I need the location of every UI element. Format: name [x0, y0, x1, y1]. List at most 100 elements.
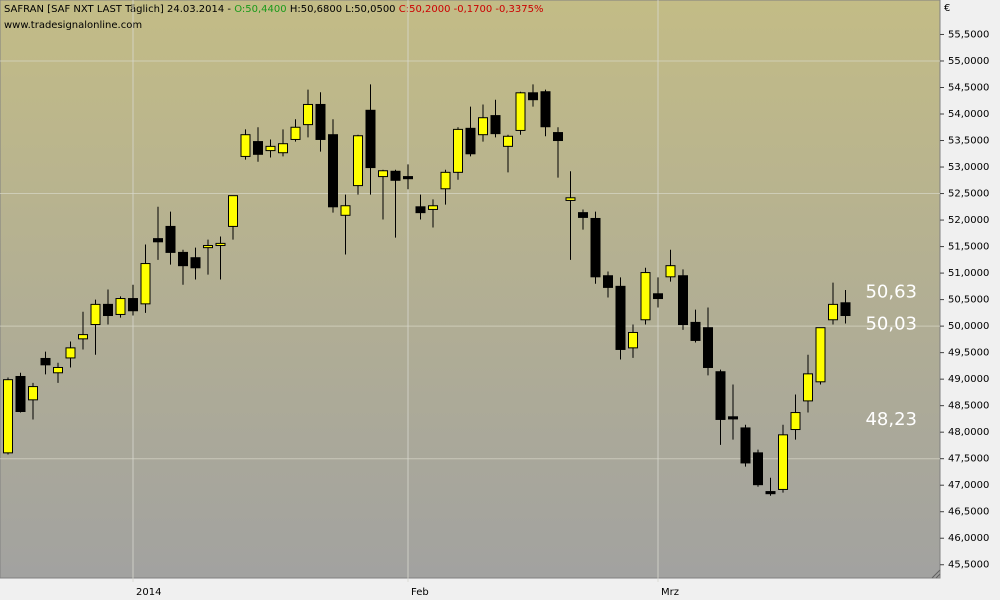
candle-body-down	[703, 327, 713, 368]
header-part: H:50,6800 L:50,0500	[290, 4, 399, 15]
candle-body-up	[240, 134, 251, 157]
candle-body-up	[290, 126, 301, 140]
candle-body-down	[253, 141, 263, 155]
y-tick-label: 46,5000	[948, 507, 989, 518]
header: SAFRAN [SAF NXT LAST Täglich] 24.03.2014…	[4, 4, 544, 15]
y-tick-label: 50,5000	[948, 295, 989, 306]
unit-label: €	[944, 3, 950, 14]
candle-body-down	[15, 375, 26, 412]
candle-body-up	[665, 265, 676, 278]
candle-body-down	[190, 257, 201, 269]
candle-body-down	[553, 132, 563, 142]
candle-body-down	[678, 275, 688, 326]
x-tick-label: 2014	[136, 587, 161, 598]
candle-body-up	[778, 434, 788, 490]
candle-body-down	[465, 127, 476, 155]
y-tick-label: 49,0000	[948, 374, 989, 385]
candle-body-up	[478, 117, 488, 136]
candle-body-down	[653, 293, 663, 300]
candle-body-up	[503, 135, 513, 147]
candle-body-up	[53, 366, 63, 374]
candle-body-down	[728, 416, 738, 420]
candle-body-up	[3, 379, 13, 454]
candle-body-down	[765, 491, 776, 495]
candle-body-up	[428, 205, 438, 210]
candle-body-down	[578, 212, 588, 218]
candle-body-down	[715, 371, 726, 420]
candle-body-down	[328, 134, 338, 208]
watermark: www.tradesignalonline.com	[4, 20, 142, 31]
y-tick-label: 51,0000	[948, 268, 989, 279]
candle-body-up	[828, 303, 838, 321]
candle-body-down	[315, 103, 326, 140]
candle-body-up	[265, 145, 276, 152]
candle-body-up	[440, 171, 451, 190]
header-part: O:50,4400	[234, 4, 290, 15]
candle-body-up	[340, 205, 351, 216]
y-tick-label: 50,0000	[948, 321, 989, 332]
candle-body-up	[515, 92, 526, 131]
candle-body-down	[103, 303, 113, 317]
candle-body-down	[40, 357, 51, 366]
candle-body-up	[278, 143, 288, 154]
candle-body-down	[178, 251, 188, 267]
candle-body-up	[628, 331, 638, 349]
resize-grip	[931, 569, 941, 579]
y-tick-label: 54,0000	[948, 109, 989, 120]
y-tick-label: 47,5000	[948, 454, 989, 465]
y-tick-label: 55,5000	[948, 29, 989, 40]
candles	[3, 84, 851, 496]
y-tick-label: 46,0000	[948, 533, 989, 544]
candle-body-down	[365, 109, 376, 169]
candle-body-down	[590, 217, 601, 278]
candle-body-up	[65, 347, 76, 359]
candle-body-down	[753, 452, 763, 486]
candle-body-down	[840, 302, 851, 317]
candle-body-down	[528, 92, 538, 101]
candle-body-up	[565, 197, 576, 201]
candle-body-up	[640, 272, 651, 321]
y-tick-label: 52,0000	[948, 215, 989, 226]
candle-body-up	[228, 195, 238, 227]
candle-body-up	[140, 263, 151, 305]
x-tick-label: Feb	[411, 587, 429, 598]
candle-body-up	[115, 298, 126, 315]
x-tick-label: Mrz	[661, 587, 679, 598]
candle-body-down	[153, 238, 163, 243]
candle-body-up	[90, 303, 101, 326]
candle-body-up	[78, 334, 88, 340]
y-tick-label: 55,0000	[948, 56, 989, 67]
candle-body-down	[615, 285, 626, 350]
price-annotation: 50,63	[865, 282, 917, 303]
candle-body-down	[403, 176, 413, 180]
candle-body-up	[803, 373, 813, 402]
y-tick-label: 53,0000	[948, 162, 989, 173]
y-tick-label: 53,5000	[948, 136, 989, 147]
candle-body-down	[540, 91, 551, 128]
price-annotation: 50,03	[865, 314, 917, 335]
candle-body-up	[353, 135, 363, 187]
candle-body-up	[203, 245, 213, 249]
y-tick-label: 51,5000	[948, 242, 989, 253]
price-annotation: 48,23	[865, 409, 917, 430]
candle-body-down	[128, 298, 138, 312]
y-tick-label: 49,5000	[948, 348, 989, 359]
candle-body-up	[790, 412, 801, 431]
candle-body-down	[390, 170, 401, 181]
candle-body-down	[603, 275, 613, 288]
candle-body-down	[490, 115, 501, 135]
candle-body-up	[28, 386, 38, 401]
y-tick-label: 47,0000	[948, 480, 989, 491]
candle-body-down	[740, 427, 751, 464]
y-tick-label: 45,5000	[948, 560, 989, 571]
candle-body-up	[215, 242, 226, 247]
candle-body-down	[165, 225, 176, 253]
candle-body-up	[453, 128, 463, 173]
candle-body-down	[690, 321, 701, 341]
y-tick-label: 48,5000	[948, 401, 989, 412]
candle-body-up	[815, 327, 826, 383]
candle-body-down	[415, 206, 426, 214]
candle-body-up	[303, 103, 313, 126]
y-tick-label: 54,5000	[948, 82, 989, 93]
